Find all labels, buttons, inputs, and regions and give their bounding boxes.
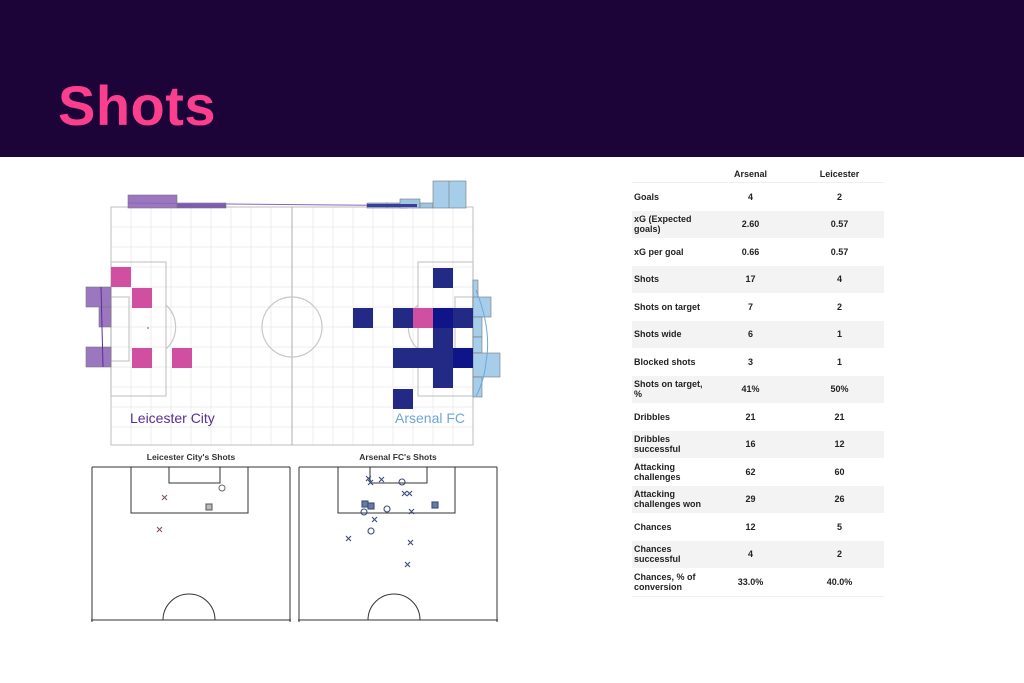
table-row: Dribbles successful 16 12 xyxy=(632,430,884,458)
table-row: Shots 17 4 xyxy=(632,265,884,293)
table-row: Attacking challenges 62 60 xyxy=(632,458,884,486)
table-row: Chances successful 4 2 xyxy=(632,540,884,568)
stat-label: Goals xyxy=(634,191,660,202)
arsenal-value: 62 xyxy=(745,466,756,477)
table-row: xG (Expected goals) 2.60 0.57 xyxy=(632,210,884,238)
table-row: Chances, % of conversion 33.0% 40.0% xyxy=(632,568,884,597)
table-row: Shots on target 7 2 xyxy=(632,293,884,321)
stat-label: Chances, % of conversion xyxy=(632,568,706,597)
stat-label: Shots on target xyxy=(634,301,701,312)
leicester-value: 5 xyxy=(836,521,842,532)
arsenal-value: 12 xyxy=(745,521,756,532)
leicester-value: 2 xyxy=(836,301,842,312)
leicester-value: 2 xyxy=(795,540,884,568)
leicester-shot-map: Leicester City's Shots xyxy=(91,452,291,622)
leicester-value: 0.57 xyxy=(830,246,849,257)
team-label-arsenal: Arsenal FC xyxy=(395,410,466,426)
arsenal-value: 16 xyxy=(706,430,795,458)
arsenal-value: 29 xyxy=(706,485,795,513)
arsenal-value: 0.66 xyxy=(741,246,760,257)
stat-label: Chances successful xyxy=(632,540,706,568)
arsenal-value: 7 xyxy=(747,301,753,312)
arsenal-value: 6 xyxy=(706,320,795,348)
stat-label: Attacking challenges won xyxy=(632,485,706,513)
leicester-value: 12 xyxy=(795,430,884,458)
table-row: Goals 4 2 xyxy=(632,183,884,211)
arsenal-value: 41% xyxy=(706,375,795,403)
arsenal-value: 33.0% xyxy=(706,568,795,597)
leicester-value: 26 xyxy=(795,485,884,513)
leicester-value: 1 xyxy=(836,356,842,367)
stat-label: Chances xyxy=(634,521,672,532)
column-header-stat xyxy=(632,166,706,183)
leicester-value: 50% xyxy=(795,375,884,403)
table-row: Chances 12 5 xyxy=(632,513,884,541)
stat-label: Shots wide xyxy=(632,320,706,348)
stat-label: xG (Expected goals) xyxy=(632,210,706,238)
leicester-value: 40.0% xyxy=(795,568,884,597)
stat-label: xG per goal xyxy=(634,246,684,257)
stat-label: Shots on target, % xyxy=(632,375,706,403)
arsenal-shot-map-title: Arsenal FC's Shots xyxy=(359,452,437,462)
arsenal-value: 21 xyxy=(745,411,756,422)
team-label-leicester: Leicester City xyxy=(130,410,215,426)
table-row: xG per goal 0.66 0.57 xyxy=(632,238,884,266)
table-row: Shots wide 6 1 xyxy=(632,320,884,348)
arsenal-heat-cells xyxy=(353,268,473,409)
column-header-arsenal: Arsenal xyxy=(706,166,795,183)
arsenal-value: 2.60 xyxy=(706,210,795,238)
right-histogram xyxy=(472,279,501,398)
leicester-heat-cells xyxy=(111,267,192,368)
arsenal-value: 4 xyxy=(747,191,753,202)
leicester-value: 2 xyxy=(836,191,842,202)
leicester-shot-map-title: Leicester City's Shots xyxy=(146,452,236,462)
arsenal-shot-map: Arsenal FC's Shots xyxy=(298,452,498,622)
stat-label: Dribbles xyxy=(634,411,671,422)
stat-label: Blocked shots xyxy=(634,356,696,367)
leicester-value: 0.57 xyxy=(795,210,884,238)
table-header-row: Arsenal Leicester xyxy=(632,166,884,183)
arsenal-value: 3 xyxy=(747,356,753,367)
leicester-value: 60 xyxy=(834,466,845,477)
arsenal-value: 4 xyxy=(706,540,795,568)
top-histogram xyxy=(127,180,467,209)
leicester-value: 21 xyxy=(834,411,845,422)
match-stats-table: Arsenal Leicester Goals 4 2 xG (Expected g… xyxy=(632,166,884,597)
shot-heatmap-pitch xyxy=(85,180,501,446)
table-row: Blocked shots 3 1 xyxy=(632,348,884,376)
table-row: Attacking challenges won 29 26 xyxy=(632,485,884,513)
stat-label: Shots xyxy=(632,265,706,293)
header-banner: Shots xyxy=(0,0,1024,157)
column-header-leicester: Leicester xyxy=(795,166,884,183)
leicester-value: 4 xyxy=(795,265,884,293)
leicester-value: 1 xyxy=(795,320,884,348)
table-row: Shots on target, % 41% 50% xyxy=(632,375,884,403)
arsenal-value: 17 xyxy=(706,265,795,293)
page-title: Shots xyxy=(58,74,217,137)
stat-label: Attacking challenges xyxy=(634,461,681,482)
left-histogram xyxy=(85,286,112,368)
stat-label: Dribbles successful xyxy=(632,430,706,458)
table-row: Dribbles 21 21 xyxy=(632,403,884,431)
